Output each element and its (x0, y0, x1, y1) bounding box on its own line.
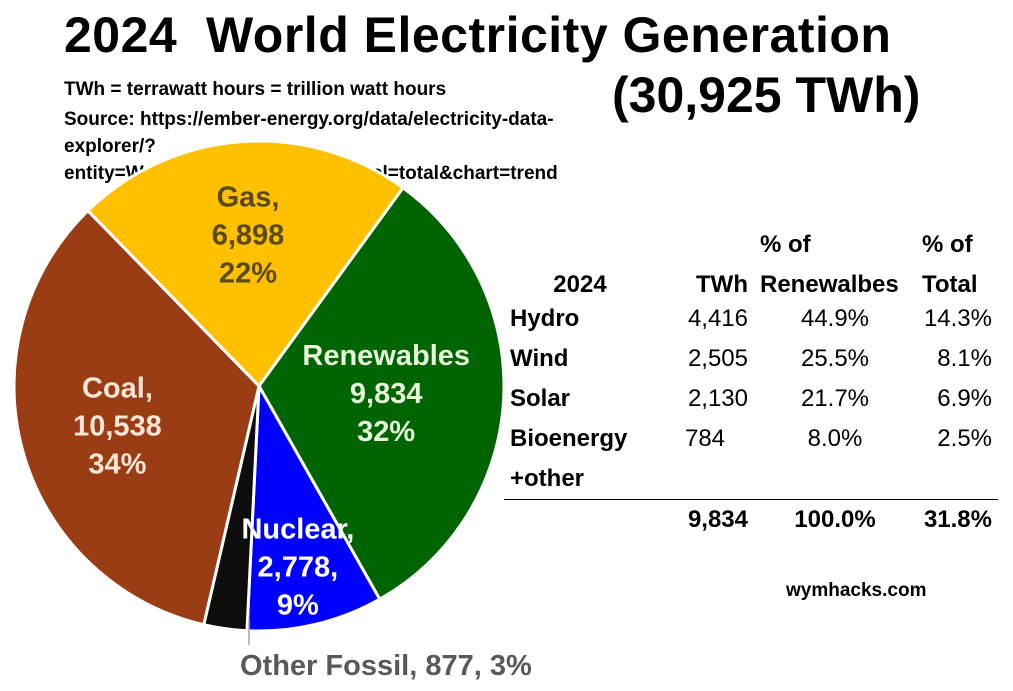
slice-label-coal: Coal, (82, 373, 153, 405)
table-row: Hydro 4,416 44.9% 14.3% (504, 299, 998, 339)
renewables-table: % of % of 2024 TWh Renewalbes Total Hydr… (504, 219, 998, 540)
table-header: TWh (696, 271, 748, 298)
total-generation: (30,925 TWh) (612, 67, 921, 123)
table-cell (656, 459, 754, 500)
slice-label-gas: 22% (219, 257, 277, 289)
table-cell: 6.9% (937, 385, 992, 412)
table-header-top (504, 219, 656, 259)
table-row: +other (504, 459, 998, 500)
pie-slice-nuclear (245, 380, 382, 633)
table-header: 2024 (553, 271, 607, 298)
table-cell (916, 459, 998, 500)
slice-label-nuclear: 9% (277, 589, 319, 621)
table-cell: Bioenergy (510, 425, 628, 452)
watermark: wymhacks.com (786, 580, 927, 601)
table-row: Solar 2,130 21.7% 6.9% (504, 379, 998, 419)
table-cell (504, 499, 656, 540)
table-header-top (656, 219, 754, 259)
slice-label-coal: 10,538 (73, 411, 162, 443)
table-cell: 8.1% (937, 345, 992, 372)
table-cell (754, 459, 916, 500)
table-row: Wind 2,505 25.5% 8.1% (504, 339, 998, 379)
pie-slice-renewables (257, 185, 506, 602)
table-cell: 14.3% (923, 305, 992, 332)
pie-slice-gas (85, 139, 406, 389)
slice-label-renewables: 32% (357, 416, 415, 448)
table-cell: 21.7% (800, 385, 870, 412)
table-cell: 8.0% (807, 425, 863, 452)
table-header-top-row: % of % of (504, 219, 998, 259)
slice-label-gas: Gas, (217, 181, 280, 213)
table-cell: 25.5% (800, 345, 870, 372)
slice-label-renewables: Renewables (302, 340, 470, 372)
table-header-top: % of (760, 231, 811, 258)
table-cell: 2,130 (687, 385, 748, 412)
slice-label-renewables: 9,834 (350, 378, 423, 410)
table-header-top: % of (922, 231, 973, 258)
other-fossil-label: Other Fossil, 877, 3% (240, 650, 532, 682)
table-total-row: 9,834 100.0% 31.8% (504, 499, 998, 540)
table-cell: 31.8% (916, 499, 998, 540)
table-cell: 100.0% (754, 499, 916, 540)
table-cell: 784 (684, 425, 726, 452)
slice-label-nuclear: Nuclear, (241, 513, 354, 545)
slice-label-coal: 34% (88, 449, 146, 481)
table-cell: 2.5% (937, 425, 992, 452)
slice-label-nuclear: 2,778, (258, 551, 339, 583)
table-cell: +other (510, 465, 585, 492)
table-cell: 44.9% (800, 305, 870, 332)
units-note: TWh = terrawatt hours = trillion watt ho… (64, 79, 447, 100)
pie-slice-coal (12, 208, 261, 627)
table-cell: Hydro (510, 305, 580, 332)
table-cell: Wind (510, 345, 569, 372)
table-header: Total (922, 271, 978, 298)
table-row: Bioenergy 784 8.0% 2.5% (504, 419, 998, 459)
table-cell: Solar (510, 385, 571, 412)
table-cell: 4,416 (687, 305, 748, 332)
table-cell: 2,505 (687, 345, 748, 372)
chart-title: 2024 World Electricity Generation (64, 7, 892, 63)
slice-label-gas: 6,898 (212, 219, 285, 251)
source-line-1: Source: https://ember-energy.org/data/el… (64, 109, 554, 130)
table-header: Renewalbes (760, 271, 899, 298)
table-header-row: 2024 TWh Renewalbes Total (504, 259, 998, 299)
table-cell: 9,834 (656, 499, 754, 540)
